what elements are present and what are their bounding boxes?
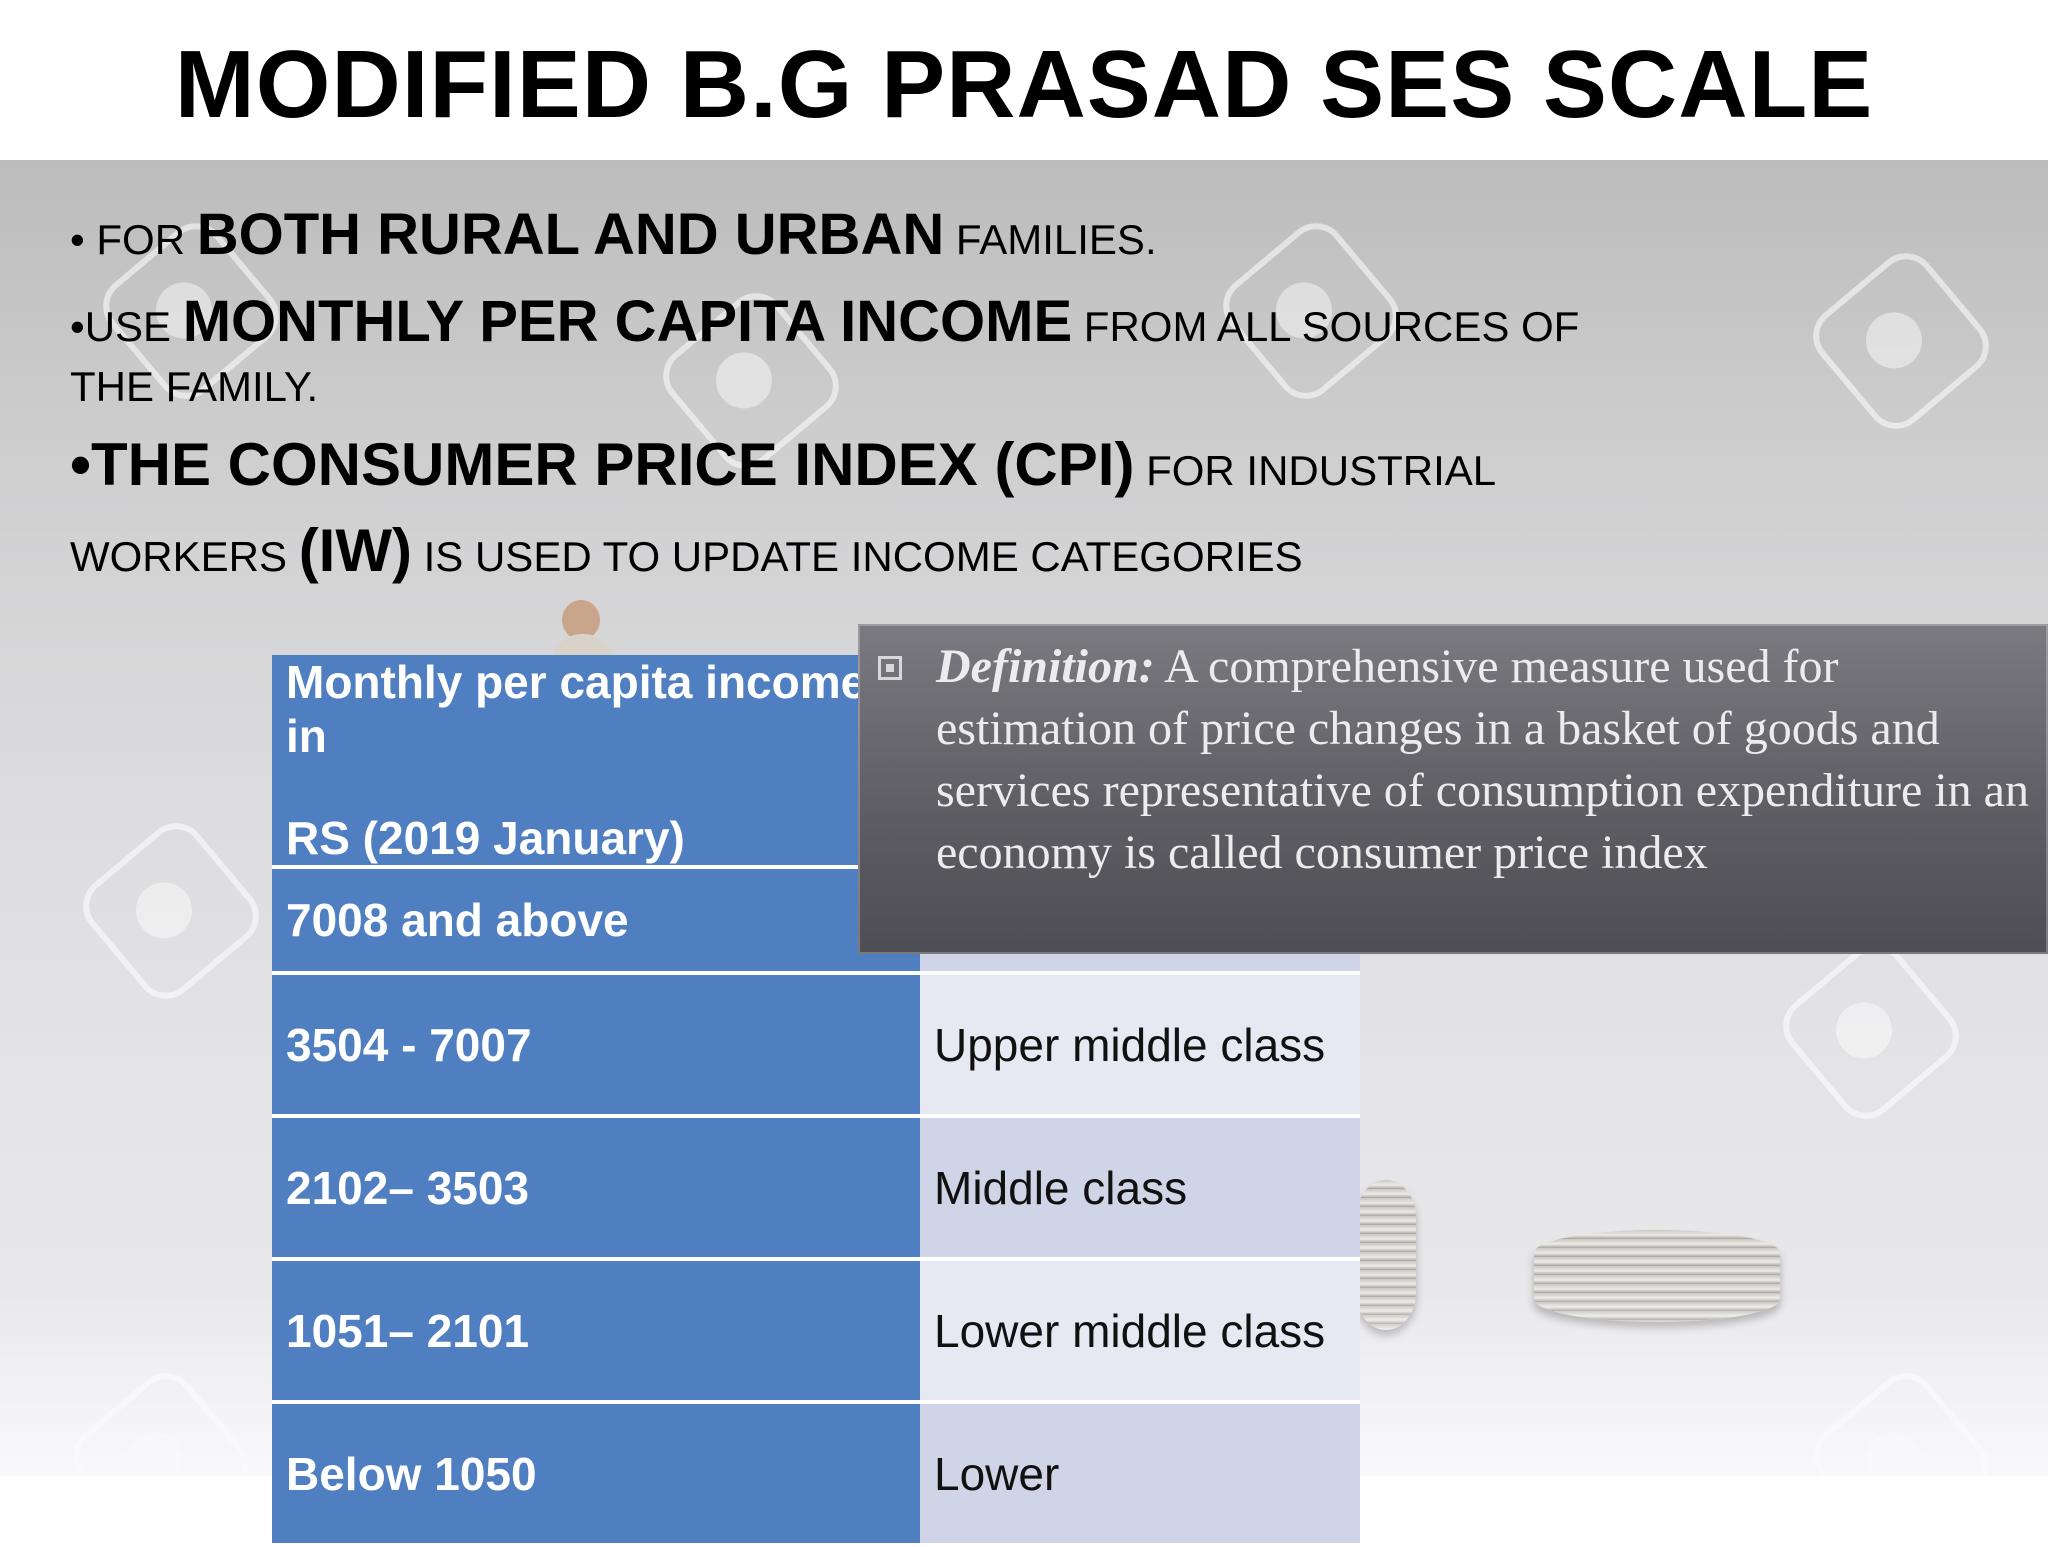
class-cell: Upper middle class [920, 975, 1360, 1118]
income-range-cell: 3504 - 7007 [272, 975, 920, 1118]
income-range-cell: 1051– 2101 [272, 1261, 920, 1404]
definition-text: Definition: A comprehensive measure used… [936, 636, 2036, 884]
bullet-cpi-cont: WORKERS (IW) IS USED TO UPDATE INCOME CA… [70, 517, 1303, 584]
table-row: 1051– 2101 Lower middle class [272, 1261, 1360, 1404]
table-row: 2102– 3503 Middle class [272, 1118, 1360, 1261]
square-bullet-icon [878, 656, 902, 680]
watermark-icon [1770, 930, 1972, 1132]
income-range-cell: 7008 and above [272, 869, 920, 975]
bullet-cpi: •THE CONSUMER PRICE INDEX (CPI) FOR INDU… [70, 431, 1497, 498]
bullet-monthly-income: •USE MONTHLY PER CAPITA INCOME FROM ALL … [70, 289, 1580, 354]
definition-term: Definition: [936, 640, 1155, 693]
definition-body: A comprehensive measure used for estimat… [936, 640, 2029, 879]
watermark-icon [70, 810, 272, 1012]
income-range-cell: 2102– 3503 [272, 1118, 920, 1261]
miniature-person-figure [548, 600, 618, 674]
income-range-cell: Below 1050 [272, 1404, 920, 1547]
table-row: Below 1050 Lower [272, 1404, 1360, 1547]
bullet-monthly-income-cont: THE FAMILY. [70, 363, 319, 410]
definition-box: Definition: A comprehensive measure used… [858, 624, 2048, 954]
watermark-icon [1800, 240, 2002, 442]
slide-title: MODIFIED B.G PRASAD SES SCALE [174, 31, 1874, 138]
class-cell: Lower [920, 1404, 1360, 1547]
class-cell: Lower middle class [920, 1261, 1360, 1404]
bullet-rural-urban: • FOR BOTH RURAL AND URBAN FAMILIES. [70, 202, 1157, 267]
bullet-list: • FOR BOTH RURAL AND URBAN FAMILIES. •US… [70, 205, 1630, 587]
table-row: 3504 - 7007 Upper middle class [272, 975, 1360, 1118]
class-cell: Middle class [920, 1118, 1360, 1261]
table-header-income: Monthly per capita income in RS (2019 Ja… [272, 655, 920, 869]
